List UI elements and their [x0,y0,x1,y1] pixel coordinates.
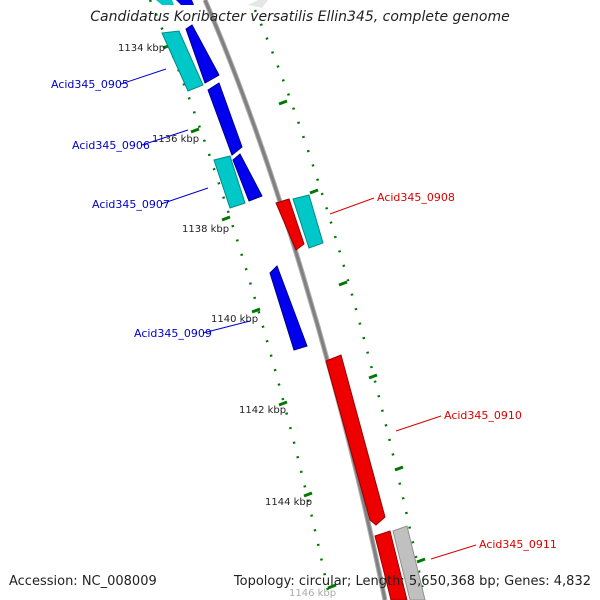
genome-backbone-shadow [202,0,388,600]
map-title: Candidatus Koribacter versatilis Ellin34… [90,9,510,25]
genome-backbone [203,0,387,600]
gene-Acid345_0909[interactable] [269,265,308,351]
tick-mark-1146 [327,583,337,590]
tick-mark-1144 [303,491,313,498]
tick-mark-1136 [190,127,200,134]
callout-Acid345_0906 [141,129,189,146]
gene-label[interactable]: Acid345_0906 [72,139,150,152]
gene-Acid345_0911[interactable] [374,530,408,600]
topology-text: Topology: circular; Length: 5,650,368 bp… [233,574,591,589]
accession-text: Accession: NC_008009 [9,574,157,589]
gene-label[interactable]: Acid345_0910 [444,409,522,422]
gene-label[interactable]: Acid345_0908 [377,191,455,204]
cds-Acid345_0905[interactable] [161,30,204,92]
tick-label: 1144 kbp [265,497,312,508]
tick-label: 1142 kbp [239,405,286,416]
gene-label[interactable]: Acid345_0909 [134,327,212,340]
tick-mark-1138 [221,215,231,222]
cds-other [156,0,174,5]
gene-label[interactable]: Acid345_0905 [51,78,129,91]
outer-tick-4 [368,373,378,380]
outer-tick-2 [309,188,319,195]
label-callouts [120,68,477,560]
outer-major-ticks [278,99,426,564]
tick-label: 1136 kbp [152,134,199,145]
gene-Acid345_0907[interactable] [232,153,263,202]
tick-label: 1138 kbp [182,224,229,235]
cds-Acid345_0908[interactable] [292,194,324,249]
gene-arrow [176,0,194,5]
tick-mark-1140 [251,307,261,314]
gene-label[interactable]: Acid345_0911 [479,538,557,551]
cds-Acid345_0907[interactable] [213,155,246,209]
reverse-strand-features [156,0,308,351]
outer-tick-6 [416,557,426,564]
tick-label: 1140 kbp [211,314,258,325]
gene-Acid345_0908[interactable] [275,198,305,251]
tick-mark-1142 [278,400,288,407]
callout-Acid345_0909 [202,320,251,334]
callout-Acid345_0905 [120,68,167,85]
gene-label[interactable]: Acid345_0907 [92,198,170,211]
inner-major-ticks [162,43,337,590]
callout-Acid345_0911 [430,544,477,560]
forward-strand-features [248,0,426,600]
gene-Acid345_0905[interactable] [185,24,220,84]
outer-tick-5 [394,465,404,472]
tick-label: 1134 kbp [118,43,165,54]
outer-tick-1 [278,99,288,106]
outer-tick-3 [338,280,348,287]
callout-Acid345_0907 [160,187,209,205]
pseudo-feature [392,525,426,600]
callout-Acid345_0910 [395,415,442,432]
pseudo-feature [248,0,268,8]
callout-Acid345_0908 [329,197,375,215]
gene-Acid345_0910[interactable] [325,354,386,526]
gene-Acid345_0906[interactable] [207,82,243,156]
tick-label: 1146 kbp [289,588,336,599]
